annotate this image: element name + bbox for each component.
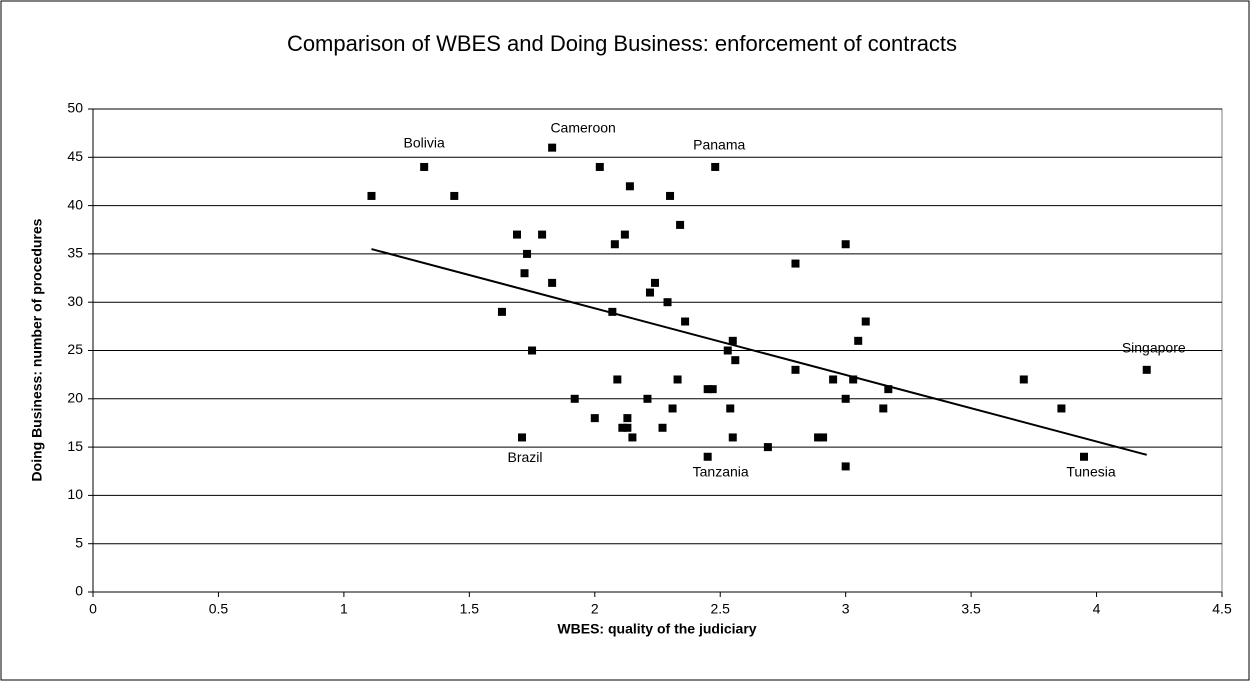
point — [1142, 365, 1151, 374]
point — [1057, 404, 1066, 413]
point — [610, 240, 619, 249]
point — [548, 278, 557, 287]
point — [879, 404, 888, 413]
point — [518, 433, 527, 442]
point — [618, 423, 627, 432]
annotation: Tanzania — [693, 463, 749, 479]
point — [731, 356, 740, 365]
point — [841, 462, 850, 471]
point — [623, 423, 632, 432]
point — [590, 414, 599, 423]
point — [548, 143, 557, 152]
x-tick-label: 3 — [842, 601, 850, 617]
y-tick-label: 40 — [67, 196, 83, 212]
point — [663, 298, 672, 307]
annotation: Bolivia — [404, 135, 445, 151]
point — [814, 433, 823, 442]
x-tick-label: 4.5 — [1212, 601, 1232, 617]
y-tick-label: 25 — [67, 341, 83, 357]
point — [497, 307, 506, 316]
point — [608, 307, 617, 316]
point — [658, 423, 667, 432]
x-tick-label: 0.5 — [209, 601, 229, 617]
point — [763, 443, 772, 452]
point — [708, 385, 717, 394]
point — [528, 346, 537, 355]
chart-title: Comparison of WBES and Doing Business: e… — [287, 31, 957, 56]
x-tick-label: 1 — [340, 601, 348, 617]
y-tick-label: 0 — [75, 583, 83, 599]
point — [643, 394, 652, 403]
y-tick-label: 15 — [67, 438, 83, 454]
point — [367, 191, 376, 200]
y-tick-label: 10 — [67, 486, 83, 502]
y-tick-label: 30 — [67, 293, 83, 309]
point — [450, 191, 459, 200]
point — [668, 404, 677, 413]
point — [723, 346, 732, 355]
x-tick-label: 2.5 — [710, 601, 730, 617]
x-tick-label: 4 — [1093, 601, 1101, 617]
point — [650, 278, 659, 287]
point — [625, 182, 634, 191]
y-tick-label: 35 — [67, 245, 83, 261]
annotation: Tunesia — [1066, 463, 1116, 479]
annotation: Singapore — [1122, 340, 1186, 356]
point — [570, 394, 579, 403]
x-tick-label: 0 — [89, 601, 97, 617]
point — [1080, 452, 1089, 461]
point — [861, 317, 870, 326]
point — [595, 162, 604, 171]
point — [829, 375, 838, 384]
annotation: Panama — [693, 137, 745, 153]
point — [703, 452, 712, 461]
point — [819, 433, 828, 442]
point — [791, 259, 800, 268]
point — [681, 317, 690, 326]
point — [849, 375, 858, 384]
x-tick-label: 1.5 — [460, 601, 480, 617]
point — [613, 375, 622, 384]
point — [420, 162, 429, 171]
y-axis-label: Doing Business: number of procedures — [29, 218, 45, 481]
point — [645, 288, 654, 297]
point — [728, 433, 737, 442]
y-tick-label: 5 — [75, 534, 83, 550]
point — [673, 375, 682, 384]
point — [623, 414, 632, 423]
y-tick-label: 50 — [67, 100, 83, 116]
annotation: Brazil — [508, 449, 543, 465]
point — [620, 230, 629, 239]
x-axis-label: WBES: quality of the judiciary — [557, 621, 756, 637]
x-tick-label: 2 — [591, 601, 599, 617]
point — [728, 336, 737, 345]
point — [854, 336, 863, 345]
point — [513, 230, 522, 239]
annotation: Cameroon — [550, 119, 615, 135]
point — [884, 385, 893, 394]
point — [791, 365, 800, 374]
trendline — [371, 248, 1147, 456]
x-tick-label: 3.5 — [961, 601, 981, 617]
point — [711, 162, 720, 171]
point — [538, 230, 547, 239]
point — [666, 191, 675, 200]
point — [841, 394, 850, 403]
point — [628, 433, 637, 442]
point — [520, 269, 529, 278]
point — [676, 220, 685, 229]
point — [523, 249, 532, 258]
point — [726, 404, 735, 413]
y-tick-label: 45 — [67, 148, 83, 164]
y-tick-label: 20 — [67, 390, 83, 406]
point — [1019, 375, 1028, 384]
point — [841, 240, 850, 249]
point — [703, 385, 712, 394]
